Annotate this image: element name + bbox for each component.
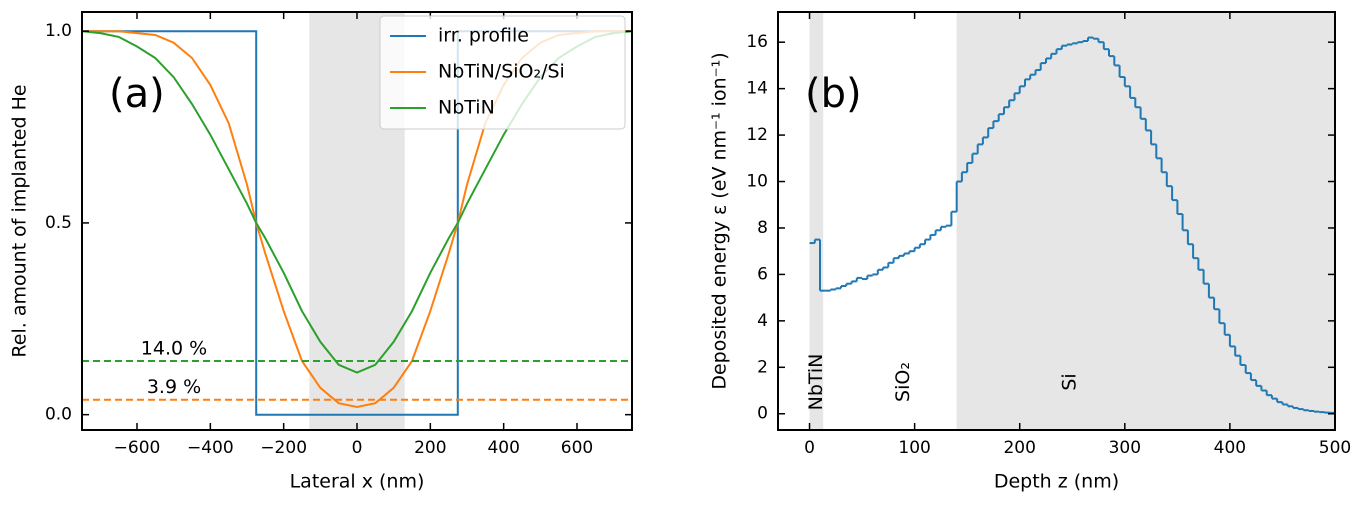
y-axis-label: Deposited energy ε (eV nm⁻¹ ion⁻¹) <box>709 52 731 389</box>
threshold-label: 3.9 % <box>147 376 201 398</box>
threshold-label: 14.0 % <box>141 337 207 359</box>
panel-label: (b) <box>805 71 862 117</box>
x-tick-label: 400 <box>487 438 519 458</box>
step-connector <box>813 37 1331 413</box>
y-tick-label: 1.0 <box>45 21 72 41</box>
y-tick-label: 8 <box>757 218 768 238</box>
plot-area <box>809 12 1335 430</box>
shaded-region <box>956 12 1335 430</box>
legend-label: irr. profile <box>438 25 529 47</box>
x-tick-label: −200 <box>260 438 307 458</box>
panel-label: (a) <box>109 71 165 117</box>
x-tick-label: 0 <box>352 438 363 458</box>
x-tick-label: 0 <box>804 438 815 458</box>
y-tick-label: 0.5 <box>45 213 72 233</box>
x-tick-label: −400 <box>187 438 234 458</box>
x-tick-label: 200 <box>1003 438 1035 458</box>
region-label: NbTiN <box>805 354 827 411</box>
x-tick-label: 500 <box>1319 438 1351 458</box>
x-tick-label: 600 <box>561 438 593 458</box>
legend-label: NbTiN/SiO₂/Si <box>438 61 565 83</box>
legend-label: NbTiN <box>438 97 495 119</box>
shaded-region <box>809 12 824 430</box>
x-axis-label: Lateral x (nm) <box>290 471 425 493</box>
y-tick-label: 4 <box>757 311 768 331</box>
y-tick-label: 10 <box>746 172 768 192</box>
y-tick-label: 0 <box>757 404 768 424</box>
y-tick-label: 14 <box>746 79 768 99</box>
y-tick-label: 0.0 <box>45 405 72 425</box>
y-tick-label: 6 <box>757 264 768 284</box>
y-axis-label: Rel. amount of implanted He <box>9 84 31 357</box>
y-tick-label: 16 <box>746 32 768 52</box>
y-tick-label: 12 <box>746 125 768 145</box>
axes-frame <box>777 11 1336 431</box>
x-tick-label: 400 <box>1214 438 1246 458</box>
y-tick-label: 2 <box>757 357 768 377</box>
x-tick-label: 100 <box>898 438 930 458</box>
legend-box <box>379 15 626 130</box>
x-tick-label: 200 <box>414 438 446 458</box>
x-tick-label: −600 <box>114 438 161 458</box>
x-tick-label: 300 <box>1109 438 1141 458</box>
x-axis-label: Depth z (nm) <box>994 471 1119 493</box>
region-label: SiO₂ <box>892 362 914 402</box>
region-label: Si <box>1059 373 1081 390</box>
